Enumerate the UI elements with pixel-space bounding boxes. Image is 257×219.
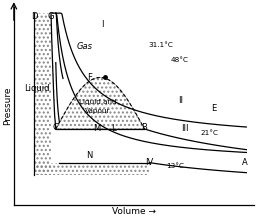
- X-axis label: Volume →: Volume →: [112, 207, 156, 215]
- Text: D: D: [31, 12, 38, 21]
- Text: C: C: [53, 124, 59, 132]
- Text: G: G: [48, 12, 54, 21]
- Y-axis label: Pressure: Pressure: [4, 87, 13, 125]
- Text: Vapour: Vapour: [85, 108, 111, 114]
- Text: IV: IV: [145, 158, 153, 167]
- Text: A: A: [242, 158, 248, 167]
- Text: M: M: [93, 124, 100, 133]
- Text: E: E: [211, 104, 217, 113]
- Text: 13°C: 13°C: [166, 162, 184, 169]
- Text: III: III: [181, 124, 189, 133]
- Text: Gas: Gas: [77, 42, 93, 51]
- Text: 48°C: 48°C: [171, 57, 189, 63]
- Text: I: I: [101, 19, 104, 28]
- Text: 21°C: 21°C: [201, 131, 219, 136]
- Text: N: N: [86, 151, 93, 160]
- Text: F: F: [87, 73, 92, 82]
- Text: L: L: [111, 124, 116, 133]
- Text: II: II: [178, 96, 183, 105]
- Text: Liquid and: Liquid and: [79, 99, 117, 105]
- Text: 31.1°C: 31.1°C: [148, 42, 173, 48]
- Text: B: B: [142, 124, 148, 132]
- Text: Liquid: Liquid: [24, 84, 49, 93]
